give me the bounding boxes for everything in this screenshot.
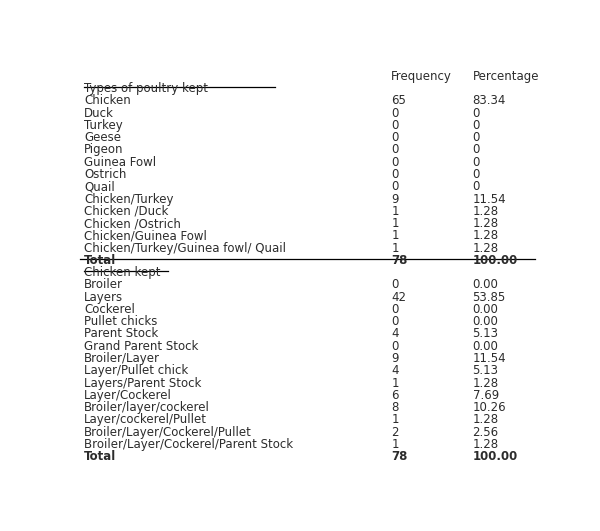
Text: Chicken /Ostrich: Chicken /Ostrich [84,217,181,230]
Text: 1.28: 1.28 [473,376,499,390]
Text: 0.00: 0.00 [473,278,499,292]
Text: 1: 1 [391,376,399,390]
Text: 0: 0 [391,156,398,169]
Text: 0: 0 [473,143,480,157]
Text: 1.28: 1.28 [473,205,499,218]
Text: Ostrich: Ostrich [84,168,127,181]
Text: Layer/cockerel/Pullet: Layer/cockerel/Pullet [84,413,208,426]
Text: Layer/Cockerel: Layer/Cockerel [84,389,172,402]
Text: Total: Total [84,254,116,267]
Text: 5.13: 5.13 [473,364,499,377]
Text: 53.85: 53.85 [473,290,506,304]
Text: 11.54: 11.54 [473,193,506,205]
Text: 6: 6 [391,389,399,402]
Text: Pullet chicks: Pullet chicks [84,315,158,328]
Text: 0: 0 [391,119,398,132]
Text: 100.00: 100.00 [473,254,518,267]
Text: 0: 0 [391,278,398,292]
Text: 1: 1 [391,205,399,218]
Text: Broiler: Broiler [84,278,124,292]
Text: Chicken/Turkey: Chicken/Turkey [84,193,174,205]
Text: 1: 1 [391,217,399,230]
Text: Quail: Quail [84,180,115,193]
Text: Grand Parent Stock: Grand Parent Stock [84,340,199,353]
Text: 0: 0 [391,315,398,328]
Text: 100.00: 100.00 [473,450,518,463]
Text: 1.28: 1.28 [473,413,499,426]
Text: Chicken kept: Chicken kept [84,266,161,279]
Text: 2.56: 2.56 [473,425,499,439]
Text: 0: 0 [391,107,398,119]
Text: 1: 1 [391,438,399,451]
Text: 1: 1 [391,229,399,242]
Text: 1.28: 1.28 [473,217,499,230]
Text: Broiler/Layer/Cockerel/Pullet: Broiler/Layer/Cockerel/Pullet [84,425,252,439]
Text: 8: 8 [391,401,398,414]
Text: Chicken/Guinea Fowl: Chicken/Guinea Fowl [84,229,207,242]
Text: 0: 0 [473,168,480,181]
Text: Chicken /Duck: Chicken /Duck [84,205,169,218]
Text: 83.34: 83.34 [473,95,506,107]
Text: Geese: Geese [84,131,121,144]
Text: 0.00: 0.00 [473,315,499,328]
Text: Chicken: Chicken [84,95,131,107]
Text: 4: 4 [391,364,399,377]
Text: Pigeon: Pigeon [84,143,124,157]
Text: Percentage: Percentage [473,70,539,83]
Text: 0: 0 [473,107,480,119]
Text: Layers/Parent Stock: Layers/Parent Stock [84,376,202,390]
Text: 7.69: 7.69 [473,389,499,402]
Text: 11.54: 11.54 [473,352,506,365]
Text: Parent Stock: Parent Stock [84,328,158,340]
Text: 0.00: 0.00 [473,340,499,353]
Text: 0: 0 [391,340,398,353]
Text: 0.00: 0.00 [473,303,499,316]
Text: Frequency: Frequency [391,70,452,83]
Text: 0: 0 [473,119,480,132]
Text: 0: 0 [473,180,480,193]
Text: 1: 1 [391,242,399,254]
Text: Total: Total [84,450,116,463]
Text: 1.28: 1.28 [473,242,499,254]
Text: Broiler/Layer/Cockerel/Parent Stock: Broiler/Layer/Cockerel/Parent Stock [84,438,293,451]
Text: 0: 0 [473,131,480,144]
Text: 65: 65 [391,95,406,107]
Text: Duck: Duck [84,107,114,119]
Text: 1.28: 1.28 [473,438,499,451]
Text: 1: 1 [391,413,399,426]
Text: Cockerel: Cockerel [84,303,135,316]
Text: 5.13: 5.13 [473,328,499,340]
Text: 10.26: 10.26 [473,401,506,414]
Text: 1.28: 1.28 [473,229,499,242]
Text: 0: 0 [391,131,398,144]
Text: 42: 42 [391,290,406,304]
Text: Chicken/Turkey/Guinea fowl/ Quail: Chicken/Turkey/Guinea fowl/ Quail [84,242,286,254]
Text: 2: 2 [391,425,399,439]
Text: Types of poultry kept: Types of poultry kept [84,82,208,95]
Text: Turkey: Turkey [84,119,123,132]
Text: 0: 0 [391,180,398,193]
Text: 4: 4 [391,328,399,340]
Text: Broiler/layer/cockerel: Broiler/layer/cockerel [84,401,210,414]
Text: Guinea Fowl: Guinea Fowl [84,156,157,169]
Text: 0: 0 [391,143,398,157]
Text: 0: 0 [391,168,398,181]
Text: 9: 9 [391,193,399,205]
Text: 78: 78 [391,254,407,267]
Text: 0: 0 [473,156,480,169]
Text: Broiler/Layer: Broiler/Layer [84,352,160,365]
Text: 78: 78 [391,450,407,463]
Text: Layer/Pullet chick: Layer/Pullet chick [84,364,188,377]
Text: 0: 0 [391,303,398,316]
Text: 9: 9 [391,352,399,365]
Text: Layers: Layers [84,290,124,304]
